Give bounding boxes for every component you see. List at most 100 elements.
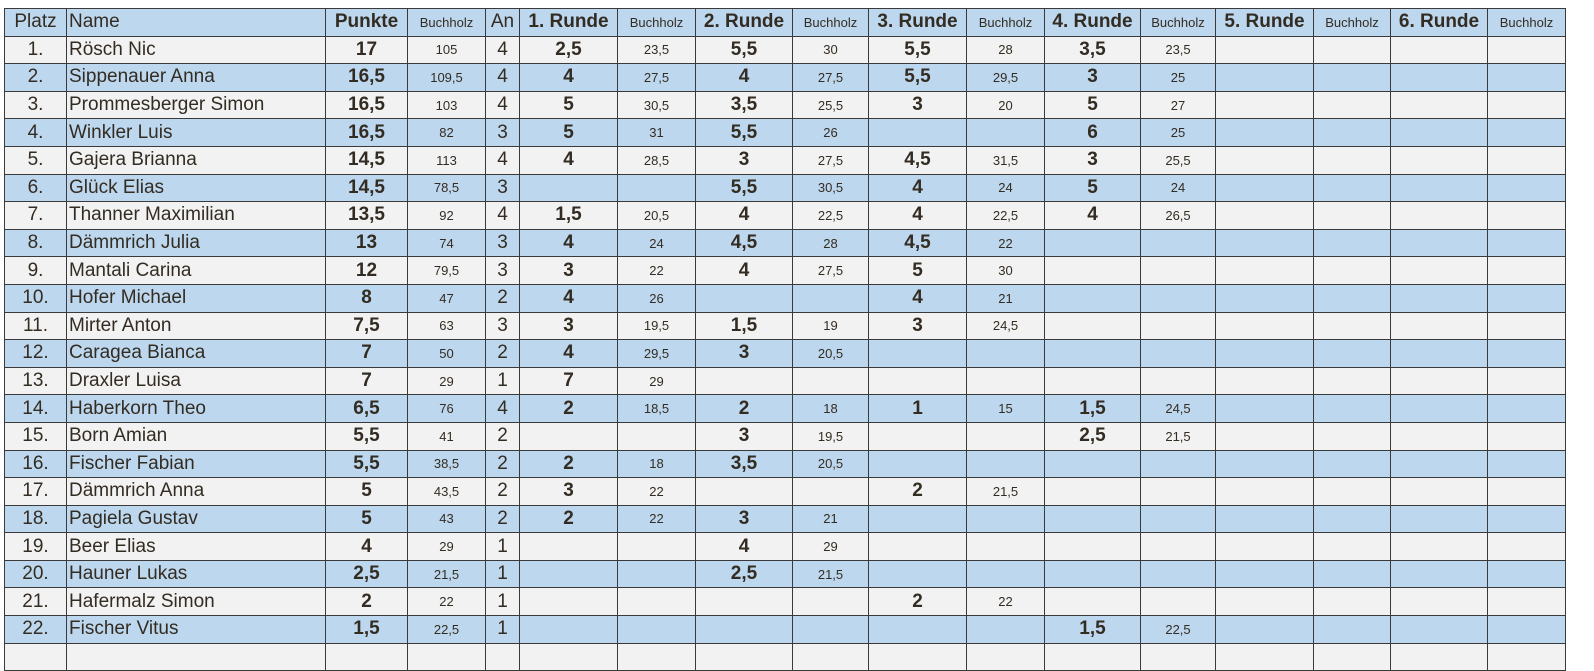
cell-name: Beer Elias	[66, 532, 326, 561]
cell-name: Dämmrich Julia	[66, 228, 326, 258]
table-row: 9. Mantali Carina 12 79,5 3 3 22 4 27,5 5 30	[4, 256, 1566, 285]
cell-platz: 15.	[4, 421, 67, 451]
cell-punkte: 2	[325, 587, 408, 617]
cell-runde5	[1215, 339, 1314, 368]
cell-name: Dämmrich Anna	[66, 477, 326, 506]
cell-buchholz1: 22	[617, 477, 696, 506]
cell-buchholz: 82	[407, 118, 486, 147]
header-buchholz1: Buchholz	[617, 8, 696, 37]
cell-buchholz4: 24	[1140, 173, 1216, 203]
cell-an: 2	[485, 421, 520, 451]
cell-buchholz5	[1313, 228, 1391, 258]
cell-runde2: 3	[695, 504, 793, 534]
cell-platz: 11.	[4, 311, 67, 341]
cell-runde4: 6	[1044, 118, 1141, 147]
cell-runde5	[1215, 63, 1314, 92]
cell-punkte: 7,5	[325, 311, 408, 341]
table-row: 1. Rösch Nic 17 105 4 2,5 23,5 5,5 30 5,5 28 3,5 23,…	[4, 35, 1566, 65]
header-row: Platz Name Punkte Buchholz An 1. Runde Buchhol…	[4, 8, 1566, 37]
cell-buchholz: 41	[407, 421, 486, 451]
cell-runde5	[1215, 421, 1314, 451]
table-row: 8. Dämmrich Julia 13 74 3 4 24 4,5 28 4,5 22	[4, 228, 1566, 258]
cell-buchholz: 21,5	[407, 559, 486, 589]
cell-runde4: 4	[1044, 201, 1141, 230]
cell-platz	[4, 642, 67, 671]
cell-punkte: 4	[325, 532, 408, 561]
cell-buchholz6	[1487, 63, 1566, 92]
cell-an: 2	[485, 449, 520, 479]
cell-buchholz3: 21,5	[966, 477, 1045, 506]
cell-runde6	[1390, 35, 1488, 65]
cell-buchholz2: 27,5	[792, 63, 869, 92]
cell-punkte: 5,5	[325, 421, 408, 451]
cell-buchholz2	[792, 642, 869, 671]
cell-runde2	[695, 642, 793, 671]
cell-runde3	[868, 339, 967, 368]
cell-buchholz3	[966, 366, 1045, 396]
cell-buchholz5	[1313, 615, 1391, 644]
header-runde6: 6. Runde	[1390, 8, 1488, 37]
cell-buchholz1: 31	[617, 118, 696, 147]
cell-runde5	[1215, 145, 1314, 175]
cell-buchholz2: 21	[792, 504, 869, 534]
cell-runde5	[1215, 615, 1314, 644]
cell-buchholz3: 24	[966, 173, 1045, 203]
cell-buchholz1	[617, 532, 696, 561]
cell-buchholz1	[617, 587, 696, 617]
header-buchholz: Buchholz	[407, 8, 486, 37]
cell-buchholz1: 30,5	[617, 90, 696, 120]
cell-buchholz4	[1140, 642, 1216, 671]
cell-buchholz5	[1313, 394, 1391, 423]
cell-runde4: 3	[1044, 63, 1141, 92]
cell-buchholz5	[1313, 449, 1391, 479]
cell-runde5	[1215, 256, 1314, 285]
cell-buchholz5	[1313, 642, 1391, 671]
cell-runde3	[868, 366, 967, 396]
cell-punkte: 14,5	[325, 173, 408, 203]
cell-runde4	[1044, 587, 1141, 617]
cell-buchholz4: 26,5	[1140, 201, 1216, 230]
cell-an: 2	[485, 283, 520, 313]
cell-runde1: 2	[519, 449, 618, 479]
cell-runde6	[1390, 283, 1488, 313]
cell-an	[485, 642, 520, 671]
cell-runde1: 5	[519, 118, 618, 147]
cell-runde3: 5,5	[868, 35, 967, 65]
cell-runde4	[1044, 283, 1141, 313]
cell-buchholz2: 25,5	[792, 90, 869, 120]
cell-runde4	[1044, 532, 1141, 561]
cell-buchholz4	[1140, 532, 1216, 561]
header-runde5: 5. Runde	[1215, 8, 1314, 37]
cell-buchholz5	[1313, 35, 1391, 65]
header-buchholz6: Buchholz	[1487, 8, 1566, 37]
cell-runde2: 4,5	[695, 228, 793, 258]
cell-buchholz1: 22	[617, 504, 696, 534]
table-row: 2. Sippenauer Anna 16,5 109,5 4 4 27,5 4 27,5 5,5…	[4, 63, 1566, 92]
cell-runde5	[1215, 532, 1314, 561]
cell-buchholz: 22,5	[407, 615, 486, 644]
header-buchholz5: Buchholz	[1313, 8, 1391, 37]
cell-runde5	[1215, 477, 1314, 506]
cell-runde3: 1	[868, 394, 967, 423]
cell-runde1	[519, 532, 618, 561]
header-buchholz4: Buchholz	[1140, 8, 1216, 37]
cell-runde6	[1390, 63, 1488, 92]
cell-runde6	[1390, 118, 1488, 147]
cell-punkte: 5,5	[325, 449, 408, 479]
cell-name: Caragea Bianca	[66, 339, 326, 368]
cell-buchholz1: 19,5	[617, 311, 696, 341]
cell-runde4	[1044, 228, 1141, 258]
cell-runde6	[1390, 504, 1488, 534]
cell-punkte: 16,5	[325, 90, 408, 120]
cell-buchholz1	[617, 615, 696, 644]
cell-runde3: 4,5	[868, 145, 967, 175]
cell-buchholz3: 24,5	[966, 311, 1045, 341]
header-runde3: 3. Runde	[868, 8, 967, 37]
cell-runde5	[1215, 587, 1314, 617]
cell-buchholz: 103	[407, 90, 486, 120]
header-buchholz3: Buchholz	[966, 8, 1045, 37]
cell-runde2: 3,5	[695, 449, 793, 479]
cell-runde1: 5	[519, 90, 618, 120]
cell-runde5	[1215, 394, 1314, 423]
cell-buchholz3	[966, 532, 1045, 561]
